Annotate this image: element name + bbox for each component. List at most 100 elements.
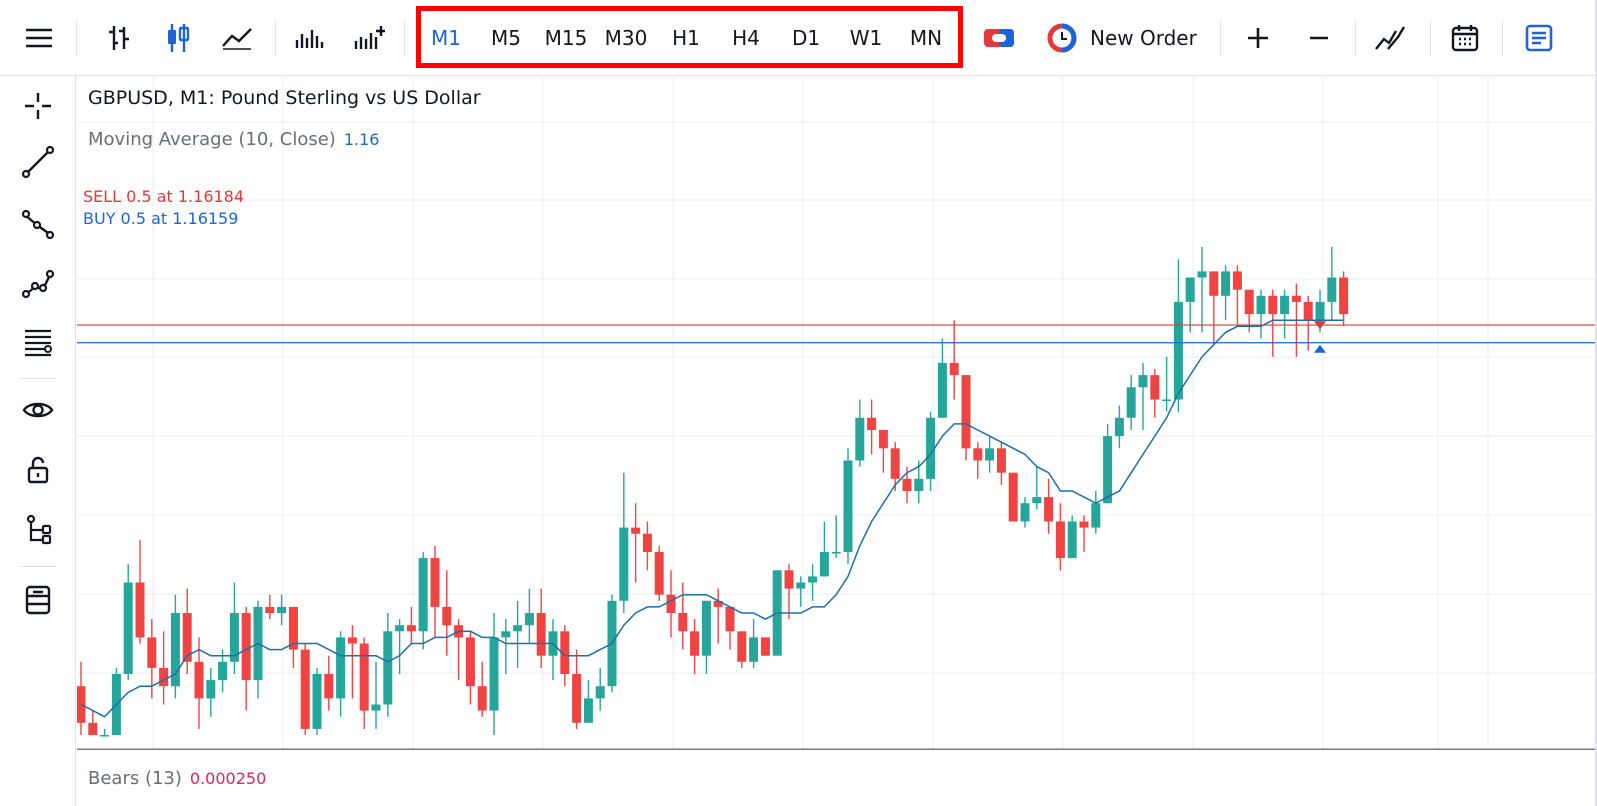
candle-body [1091, 503, 1101, 528]
candle-body [336, 637, 346, 699]
divider [1355, 20, 1356, 56]
divider [1430, 20, 1431, 56]
candle-body [572, 674, 582, 723]
indicators-add-icon[interactable] [348, 16, 390, 60]
candle-body [878, 430, 888, 449]
new-order-label: New Order [1090, 26, 1197, 50]
candle-body [926, 417, 936, 479]
candle-body [100, 735, 110, 737]
moving-average-value: 1.16 [343, 130, 380, 149]
candle-body [1114, 417, 1124, 437]
candle-body [1303, 301, 1313, 321]
candle-body [277, 606, 287, 613]
orders-panel-icon[interactable] [1518, 16, 1560, 60]
candle-body [583, 698, 593, 723]
buy-marker-icon [1314, 344, 1326, 353]
object-tree-icon[interactable] [18, 510, 58, 550]
candle-body [1079, 521, 1089, 528]
timeframe-m30[interactable]: M30 [604, 26, 648, 50]
candle-body [524, 613, 534, 626]
candle-body [229, 613, 239, 662]
candle-body [383, 631, 393, 705]
candle-body [123, 582, 133, 674]
price-chart[interactable] [77, 77, 1597, 806]
candle-body [784, 570, 794, 589]
candle-body [1209, 271, 1219, 296]
bar-chart-type-icon[interactable] [98, 16, 140, 60]
candle-body [1280, 295, 1290, 315]
timeframe-highlight-box [416, 6, 963, 68]
right-border [1595, 0, 1597, 806]
chart-area[interactable]: GBPUSD, M1: Pound Sterling vs US Dollar … [77, 77, 1597, 806]
crosshair-icon[interactable] [18, 86, 58, 126]
sell-order-label[interactable]: SELL 0.5 at 1.16184 [83, 187, 245, 206]
candle-body [430, 558, 440, 607]
timeframe-w1[interactable]: W1 [849, 26, 883, 50]
line-chart-type-icon[interactable] [216, 16, 258, 60]
candle-body [631, 527, 641, 534]
timeframe-m5[interactable]: M5 [491, 26, 521, 50]
menu-icon[interactable] [18, 16, 60, 60]
eye-icon[interactable] [18, 390, 58, 430]
candle-body [501, 631, 511, 638]
divider [275, 20, 276, 56]
candle-body [1185, 277, 1195, 302]
lock-icon[interactable] [18, 450, 58, 490]
candle-body [406, 625, 416, 632]
candle-body [843, 460, 853, 552]
channel-tool-icon[interactable] [18, 204, 58, 244]
delete-drawings-icon[interactable] [18, 580, 58, 620]
candle-body [1103, 436, 1113, 504]
candle-body [1138, 375, 1148, 388]
candle-body [760, 637, 770, 656]
candle-body [489, 637, 499, 711]
candle-body [831, 552, 841, 554]
candle-body [890, 448, 900, 479]
indicators-icon[interactable] [288, 16, 330, 60]
timeframe-h4[interactable]: H4 [732, 26, 760, 50]
bears-indicator-pane[interactable]: Bears (13) 0.000250 [77, 749, 1597, 806]
candlestick-chart-type-icon[interactable] [157, 16, 199, 60]
sell-marker-icon [1314, 321, 1326, 330]
one-click-trading-icon[interactable] [978, 16, 1020, 60]
buy-order-label[interactable]: BUY 0.5 at 1.16159 [83, 209, 239, 228]
candle-body [1126, 387, 1136, 418]
candle-body [1327, 277, 1337, 302]
fibonacci-tool-icon[interactable] [18, 322, 58, 362]
timeframe-mn[interactable]: MN [909, 26, 943, 50]
polyline-tool-icon[interactable] [18, 264, 58, 304]
candle-body [1197, 271, 1207, 278]
candle-body [418, 558, 428, 632]
candle-body [1173, 301, 1183, 400]
candle-body [973, 448, 983, 461]
candle-body [218, 661, 228, 681]
new-order-button[interactable]: New Order [1046, 16, 1216, 60]
candle-body [996, 448, 1006, 473]
candle-body [619, 527, 629, 601]
candle-body [819, 552, 829, 577]
trend-line-icon[interactable] [18, 142, 58, 182]
timeframe-h1[interactable]: H1 [672, 26, 700, 50]
zoom-out-icon[interactable] [1298, 16, 1340, 60]
candle-body [265, 606, 275, 613]
calendar-icon[interactable] [1444, 16, 1486, 60]
candle-body [324, 674, 334, 699]
candle-body [442, 606, 452, 626]
candle-body [678, 613, 688, 632]
candle-body [949, 362, 959, 376]
candle-body [937, 362, 947, 418]
candle-body [914, 478, 924, 491]
timeframe-m1[interactable]: M1 [431, 26, 461, 50]
candle-body [288, 606, 298, 650]
drawing-tools-icon[interactable] [1370, 16, 1412, 60]
candle-body [194, 661, 204, 699]
moving-average-label: Moving Average (10, Close) [88, 129, 336, 150]
divider [20, 378, 56, 379]
timeframe-d1[interactable]: D1 [791, 26, 821, 50]
drawing-toolbar [0, 76, 76, 806]
zoom-in-icon[interactable] [1237, 16, 1279, 60]
timeframe-m15[interactable]: M15 [544, 26, 588, 50]
candle-body [1244, 289, 1254, 315]
moving-average-legend[interactable]: Moving Average (10, Close) 1.16 [88, 129, 379, 150]
divider [20, 566, 56, 567]
